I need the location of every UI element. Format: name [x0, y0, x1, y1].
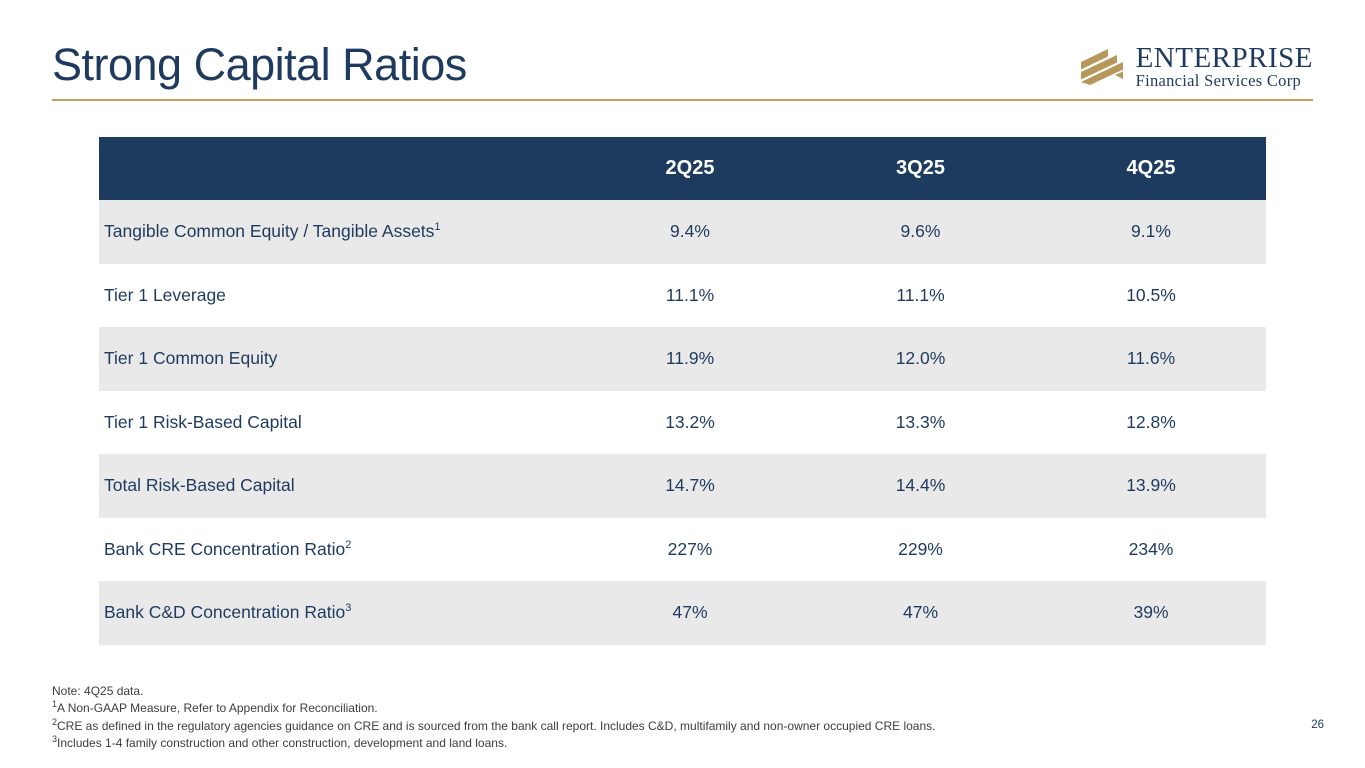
row-label: Tier 1 Common Equity — [99, 348, 575, 369]
cell-value: 11.9% — [665, 348, 715, 369]
logo-text: ENTERPRISE Financial Services Corp — [1135, 42, 1313, 90]
table-row: Bank CRE Concentration Ratio2 227% 229% … — [99, 517, 1266, 581]
table-row: Tier 1 Common Equity 11.9% 12.0% 11.6% — [99, 327, 1266, 391]
cell-value: 9.1% — [1131, 221, 1171, 242]
cell-value: 13.2% — [665, 411, 715, 432]
table-row: Total Risk-Based Capital 14.7% 14.4% 13.… — [99, 454, 1266, 518]
company-logo: ENTERPRISE Financial Services Corp — [1077, 44, 1313, 89]
cell-value: 47% — [902, 602, 939, 623]
cell-value: 14.7% — [665, 475, 715, 496]
row-label: Total Risk-Based Capital — [99, 475, 575, 496]
cell-value: 11.6% — [1126, 348, 1176, 369]
page-title: Strong Capital Ratios — [52, 39, 467, 90]
footnote-1: 1A Non-GAAP Measure, Refer to Appendix f… — [52, 700, 1152, 717]
cell-value: 9.4% — [670, 221, 710, 242]
row-label-text: Tier 1 Common Equity — [104, 348, 278, 369]
cell-value: 10.5% — [1126, 284, 1176, 305]
row-label: Bank CRE Concentration Ratio2 — [99, 539, 575, 560]
footnote-text: CRE as defined in the regulatory agencie… — [57, 718, 936, 733]
row-label-text: Tier 1 Leverage — [104, 284, 226, 305]
footnotes: Note: 4Q25 data. 1A Non-GAAP Measure, Re… — [52, 683, 1152, 752]
row-label-text: Tangible Common Equity / Tangible Assets — [104, 221, 435, 242]
row-label: Bank C&D Concentration Ratio3 — [99, 602, 575, 623]
footnote-text: A Non-GAAP Measure, Refer to Appendix fo… — [57, 701, 378, 716]
header-2q25: 2Q25 — [665, 157, 715, 179]
cell-value: 12.8% — [1126, 411, 1176, 432]
cell-value: 11.1% — [665, 284, 715, 305]
footnote-text: Includes 1-4 family construction and oth… — [57, 735, 508, 750]
cell-value: 12.0% — [895, 348, 946, 369]
cell-value: 227% — [667, 538, 713, 559]
row-label-text: Bank C&D Concentration Ratio — [104, 602, 346, 623]
cell-value: 229% — [898, 538, 943, 559]
cell-value: 234% — [1128, 538, 1174, 559]
row-label-text: Bank CRE Concentration Ratio — [104, 538, 346, 559]
cell-value: 47% — [672, 602, 708, 623]
row-label: Tangible Common Equity / Tangible Assets… — [99, 221, 575, 242]
footnote-note: Note: 4Q25 data. — [52, 683, 1152, 700]
row-label-footnote-marker: 3 — [345, 602, 352, 615]
gold-diagonal-stripes-icon — [1080, 48, 1123, 85]
page-number: 26 — [1311, 719, 1324, 731]
table-header-row: 2Q25 3Q25 4Q25 — [99, 137, 1266, 200]
row-label: Tier 1 Leverage — [99, 285, 575, 306]
table-row: Tier 1 Leverage 11.1% 11.1% 10.5% — [99, 263, 1266, 327]
row-label: Tier 1 Risk-Based Capital — [99, 412, 575, 433]
cell-value: 14.4% — [895, 475, 946, 496]
header-3q25: 3Q25 — [896, 157, 945, 179]
row-label-text: Total Risk-Based Capital — [104, 475, 295, 496]
title-underline — [52, 99, 1313, 101]
cell-value: 11.1% — [896, 284, 945, 305]
capital-ratios-table: 2Q25 3Q25 4Q25 Tangible Common Equity / … — [99, 137, 1266, 645]
footnote-marker: 3 — [52, 733, 58, 744]
footnote-marker: 2 — [52, 716, 58, 727]
cell-value: 13.9% — [1126, 475, 1176, 496]
footnote-2: 2CRE as defined in the regulatory agenci… — [52, 716, 1152, 735]
table-row: Bank C&D Concentration Ratio3 47% 47% 39… — [99, 581, 1266, 645]
footnote-marker: 1 — [52, 699, 58, 710]
footnote-3: 3Includes 1-4 family construction and ot… — [52, 733, 1152, 752]
cell-value: 9.6% — [900, 221, 941, 242]
table-row: Tangible Common Equity / Tangible Assets… — [99, 200, 1266, 264]
cell-value: 39% — [1133, 602, 1169, 623]
row-label-text: Tier 1 Risk-Based Capital — [104, 411, 302, 432]
header-4q25: 4Q25 — [1126, 157, 1176, 179]
logo-company-subtitle: Financial Services Corp — [1135, 71, 1302, 90]
table-row: Tier 1 Risk-Based Capital 13.2% 13.3% 12… — [99, 390, 1266, 454]
row-label-footnote-marker: 2 — [345, 538, 352, 551]
cell-value: 13.3% — [895, 411, 946, 432]
row-label-footnote-marker: 1 — [434, 221, 441, 234]
footnote-text: Note: 4Q25 data. — [52, 684, 144, 698]
logo-company-name: ENTERPRISE — [1135, 42, 1313, 74]
